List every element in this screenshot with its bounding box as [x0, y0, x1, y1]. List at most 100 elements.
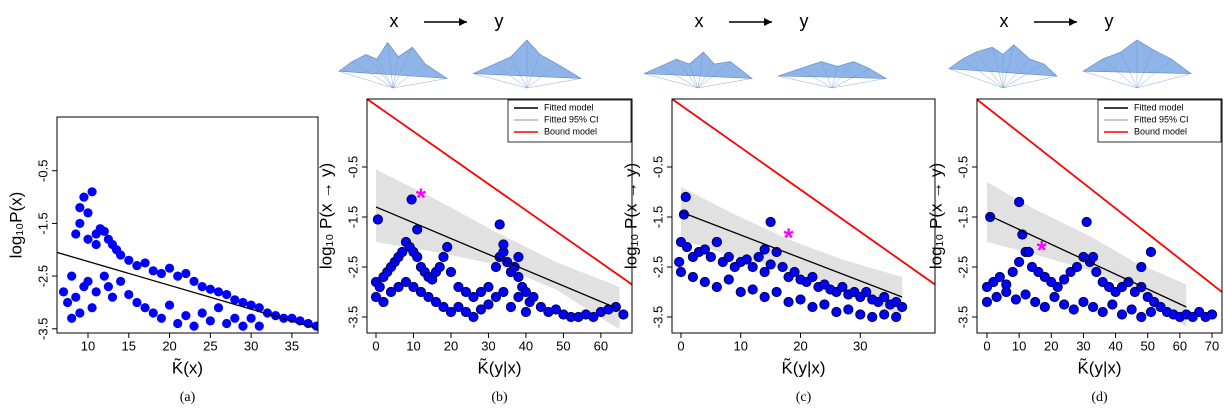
- point: [759, 291, 770, 303]
- y-tick-label: -1.5: [955, 206, 970, 228]
- diagram-label: y: [1105, 11, 1114, 31]
- mesh-y-mesh: [472, 73, 528, 89]
- panel: 10 15 20 25 30 35 -0.5 -1.5 -2.5 -3.5 K̃(x) log₁₀P(…: [6, 116, 319, 405]
- point: [246, 300, 256, 310]
- point: [483, 281, 494, 293]
- point: [807, 301, 818, 313]
- y-tick-label: -1.5: [345, 206, 360, 228]
- x-tick-label: 40: [519, 338, 533, 353]
- point: [453, 301, 464, 313]
- point: [513, 291, 524, 303]
- point: [406, 194, 417, 205]
- point: [453, 281, 464, 293]
- mesh-y-mesh: [526, 78, 582, 89]
- point: [197, 282, 207, 292]
- plot-frame: [366, 98, 633, 334]
- x-tick-label: 30: [1076, 338, 1090, 353]
- point: [699, 276, 710, 288]
- x-tick-label: 60: [594, 338, 608, 353]
- point: [124, 255, 134, 265]
- mesh-x-mesh: [975, 51, 1004, 89]
- mesh-x-mesh: [392, 56, 399, 89]
- point: [63, 297, 73, 308]
- point: [132, 260, 142, 271]
- point: [483, 299, 494, 310]
- point: [498, 286, 509, 298]
- y-tick-label: -2.5: [345, 256, 360, 278]
- point: [861, 286, 872, 298]
- line: [977, 99, 1222, 293]
- point: [843, 304, 854, 315]
- arrow-head: [1069, 18, 1077, 26]
- x-tick-label: 0: [372, 338, 379, 353]
- point: [116, 276, 126, 286]
- point: [723, 274, 734, 285]
- point: [735, 286, 746, 298]
- point: [1136, 311, 1147, 323]
- y-tick-label: -0.5: [955, 156, 970, 178]
- point: [1081, 216, 1092, 228]
- point: [699, 244, 710, 255]
- point: [156, 268, 166, 279]
- point: [777, 261, 788, 273]
- x-tick-label: 40: [1108, 338, 1122, 353]
- point: [1116, 309, 1128, 320]
- mesh-x-mesh: [365, 54, 394, 89]
- x-tick-label: 0: [983, 338, 990, 353]
- mesh-y-mesh: [831, 61, 854, 89]
- mesh-y-mesh: [1082, 71, 1138, 89]
- x-tick-label: 70: [1205, 338, 1219, 353]
- x-tick-label: 30: [853, 338, 867, 353]
- x-tick-label: 35: [285, 338, 299, 353]
- point: [711, 281, 722, 293]
- mesh-x: [338, 41, 449, 79]
- point: [897, 301, 908, 313]
- diagram-label: y: [495, 11, 504, 31]
- y-axis-label: log₁₀ P(x → y): [316, 163, 335, 269]
- point: [1007, 266, 1018, 278]
- point: [140, 303, 150, 313]
- point: [1014, 256, 1025, 268]
- mesh-x-mesh: [961, 59, 1004, 89]
- point: [1014, 196, 1025, 208]
- point: [99, 226, 109, 236]
- point: [618, 309, 629, 320]
- point: [468, 311, 479, 323]
- ci-band: [680, 187, 903, 317]
- point: [270, 311, 281, 321]
- point: [468, 291, 479, 303]
- plot-area: [977, 99, 1222, 327]
- y-tick-label: -1.5: [650, 206, 665, 228]
- point: [819, 299, 830, 310]
- x-tick-label: 10: [81, 338, 95, 353]
- point: [254, 321, 264, 331]
- y-tick-label: -3.5: [650, 306, 665, 328]
- point: [981, 296, 993, 308]
- point: [1097, 306, 1108, 318]
- point: [173, 271, 183, 281]
- point: [867, 311, 878, 323]
- x-tick-label: 30: [244, 338, 258, 353]
- mesh-x-mesh: [351, 61, 394, 89]
- mesh-x-mesh: [1002, 75, 1058, 89]
- x-tick-label: 15: [122, 338, 136, 353]
- x-tick-label: 50: [1140, 338, 1154, 353]
- x-tick-label: 10: [1012, 338, 1026, 353]
- x-tick-label: 20: [444, 338, 458, 353]
- point: [1049, 291, 1060, 303]
- point: [588, 311, 599, 323]
- point: [75, 203, 85, 213]
- point: [103, 282, 113, 292]
- point: [498, 239, 509, 250]
- point: [759, 266, 770, 278]
- mesh-y-mesh: [510, 56, 528, 89]
- legend-label: Fitted 95% CI: [544, 114, 599, 124]
- point: [1001, 286, 1012, 298]
- point: [520, 286, 532, 298]
- point: [680, 191, 691, 203]
- mesh-x: [643, 51, 753, 79]
- point: [747, 261, 758, 273]
- x-axis-label: K̃(x): [172, 358, 203, 378]
- point: [181, 311, 191, 321]
- point: [173, 318, 183, 329]
